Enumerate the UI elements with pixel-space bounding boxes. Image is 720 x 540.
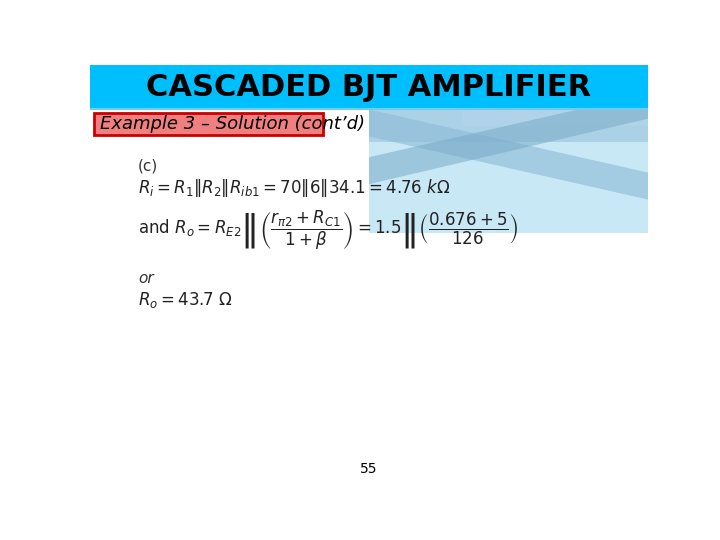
Polygon shape [462, 110, 648, 126]
Text: $R_i = R_1 \| R_2 \| R_{ib1} = 70 \| 6 \| 34.1 = 4.76\ k\Omega$: $R_i = R_1 \| R_2 \| R_{ib1} = 70 \| 6 \… [138, 177, 451, 199]
Text: $R_o = 43.7\ \Omega$: $R_o = 43.7\ \Omega$ [138, 289, 233, 309]
Text: (c): (c) [138, 159, 158, 174]
Polygon shape [369, 110, 648, 200]
Text: Example 3 – Solution (cont’d): Example 3 – Solution (cont’d) [100, 115, 365, 133]
Text: 55: 55 [360, 462, 378, 476]
FancyBboxPatch shape [94, 113, 323, 135]
Text: and $R_o = R_{E2} \left\| \left(\dfrac{r_{\pi 2} + R_{C1}}{1+\beta}\right) = 1.5: and $R_o = R_{E2} \left\| \left(\dfrac{r… [138, 209, 519, 252]
Polygon shape [369, 110, 648, 142]
FancyBboxPatch shape [369, 110, 648, 233]
Text: CASCADED BJT AMPLIFIER: CASCADED BJT AMPLIFIER [146, 73, 592, 103]
Polygon shape [369, 110, 648, 184]
Text: or: or [138, 272, 153, 286]
FancyBboxPatch shape [90, 65, 648, 110]
